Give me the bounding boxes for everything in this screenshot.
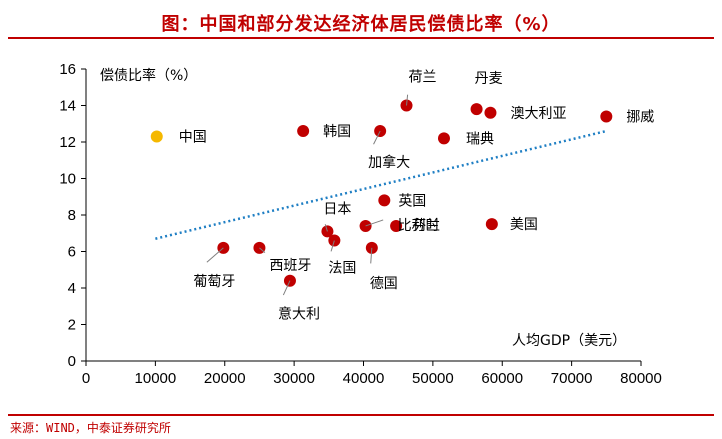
point-label: 日本 [323,201,351,217]
data-point [485,218,498,231]
source-note: 来源：WIND，中泰证券研究所 [10,421,171,435]
data-point [600,110,613,123]
leader-line [370,247,373,264]
title-bar: 图：中国和部分发达经济体居民偿债比率（%） [8,7,714,39]
data-point [390,219,403,232]
axes: 0 2 4 6 8 10 12 14 16 0 10000 20000 30000 40000 50000 6… [59,61,662,387]
x-tick-label: 30000 [273,370,315,387]
point-label: 瑞典 [466,131,494,147]
point-label: 葡萄牙 [193,274,235,290]
trendline [155,129,607,240]
x-tick-label: 40000 [343,370,385,387]
chart-title: 图：中国和部分发达经济体居民偿债比率（%） [161,14,561,35]
point-label: 芬兰 [412,218,440,234]
data-point [484,106,497,119]
leader-line [373,130,381,145]
point-label: 英国 [398,192,426,209]
y-tick-label: 4 [68,280,76,297]
y-axis-title: 偿债比率（%） [100,67,197,84]
x-tick-label: 70000 [551,370,593,387]
data-point [297,125,310,138]
y-tick-label: 16 [59,61,76,78]
x-tick-label: 50000 [412,370,454,387]
leader-line [259,247,266,254]
point-label: 法国 [328,261,356,277]
x-tick-label: 60000 [481,370,523,387]
x-tick-label: 10000 [135,370,177,387]
points [150,99,613,287]
leader-line [282,280,291,296]
x-tick-label: 20000 [204,370,246,387]
point-label: 挪威 [626,109,654,125]
point-label: 美国 [510,217,538,233]
leader-line [206,247,224,263]
point-label: 中国 [179,130,207,146]
data-point [150,130,163,143]
y-tick-label: 10 [59,171,76,188]
point-label: 丹麦 [475,71,503,87]
y-tick-label: 2 [68,317,76,334]
leader-line [330,240,335,252]
y-tick-label: 6 [68,244,76,261]
data-point [378,194,391,207]
point-label: 意大利 [278,306,320,323]
point-label: 荷兰 [409,70,437,86]
point-label: 加拿大 [368,154,410,171]
data-point [437,132,450,145]
y-tick-label: 8 [68,207,76,224]
x-axis-title: 人均GDP（美元） [512,333,626,349]
leader-line [406,94,409,106]
x-tick-label: 0 [82,370,90,387]
data-point [470,103,483,116]
point-label: 比利时 [398,218,440,234]
trendline-line [155,129,607,240]
point-label: 德国 [370,276,398,292]
y-tick-label: 0 [68,353,76,370]
point-label: 韩国 [323,124,351,140]
leader-line [324,224,328,232]
point-label: 西班牙 [269,258,311,274]
x-tick-label: 80000 [620,370,662,387]
leader-line [365,219,384,227]
y-tick-label: 14 [59,98,76,115]
point-label: 澳大利亚 [510,106,566,122]
source-divider [8,414,714,416]
y-tick-label: 12 [59,134,76,151]
